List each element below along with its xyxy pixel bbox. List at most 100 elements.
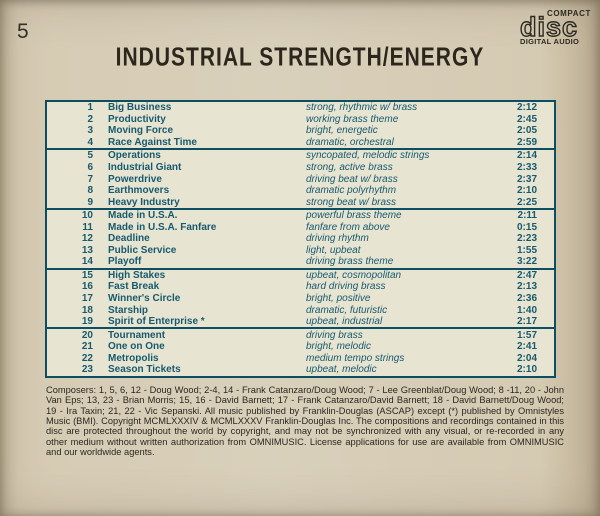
track-table: 1 Big Business strong, rhythmic w/ brass 2:… <box>45 100 556 378</box>
track-number: 15 <box>81 269 93 281</box>
cd-logo-digital-audio-label: DIGITAL AUDIO <box>520 37 580 46</box>
track-number: 5 <box>87 150 93 162</box>
track-time: 2:25 <box>516 196 537 208</box>
track-description: driving brass theme <box>306 256 394 268</box>
track-description: light, upbeat <box>306 244 361 256</box>
track-description: fanfare from above <box>306 221 390 233</box>
track-group: 1 Big Business strong, rhythmic w/ brass 2:… <box>47 102 554 148</box>
track-description: syncopated, melodic strings <box>306 150 430 162</box>
track-title: High Stakes <box>108 269 166 281</box>
compact-disc-logo: COMPACT disc DIGITAL AUDIO <box>519 10 592 47</box>
table-row: 1 Big Business strong, rhythmic w/ brass 2:… <box>47 102 554 114</box>
track-time: 2:17 <box>516 316 537 328</box>
track-time: 1:40 <box>516 304 537 316</box>
track-group: 20 Tournament driving brass 1:57 21 One on On… <box>47 327 554 375</box>
table-row: 16 Fast Break hard driving brass 2:13 <box>47 281 554 293</box>
track-number: 18 <box>81 304 93 316</box>
track-time: 3:22 <box>516 256 537 268</box>
track-time: 2:36 <box>516 293 537 305</box>
track-number: 19 <box>81 316 93 328</box>
track-number: 11 <box>82 221 93 233</box>
table-row: 17 Winner's Circle bright, positive 2:36 <box>47 293 554 305</box>
track-description: driving rhythm <box>306 233 369 245</box>
table-row: 22 Metropolis medium tempo strings 2:04 <box>47 352 554 364</box>
track-title: Deadline <box>108 233 150 245</box>
track-title: Heavy Industry <box>108 196 180 208</box>
composers-copyright-text: Composers: 1, 5, 6, 12 - Doug Wood; 2-4,… <box>46 385 564 458</box>
track-title: Metropolis <box>108 352 159 364</box>
track-time: 2:10 <box>516 185 537 197</box>
table-row: 12 Deadline driving rhythm 2:23 <box>47 233 554 245</box>
track-title: Fast Break <box>108 281 160 293</box>
track-time: 2:45 <box>516 113 537 125</box>
track-title: Productivity <box>108 113 166 125</box>
track-time: 2:59 <box>516 136 537 148</box>
table-row: 2 Productivity working brass theme 2:45 <box>47 114 554 126</box>
track-description: driving brass <box>306 329 363 341</box>
track-group: 10 Made in U.S.A. powerful brass theme 2:11… <box>47 207 554 268</box>
track-description: dramatic, orchestral <box>306 136 394 148</box>
track-number: 23 <box>81 364 93 376</box>
track-time: 2:13 <box>516 281 537 293</box>
track-time: 2:05 <box>516 125 537 137</box>
track-title: Season Tickets <box>108 364 181 376</box>
track-title: Starship <box>108 304 149 316</box>
table-row: 14 Playoff driving brass theme 3:22 <box>47 256 554 268</box>
cd-logo-disc-wordmark: disc <box>519 12 579 42</box>
track-number: 6 <box>87 162 93 173</box>
table-row: 8 Earthmovers dramatic polyrhythm 2:10 <box>47 185 554 197</box>
table-row: 10 Made in U.S.A. powerful brass theme 2:11 <box>47 210 554 222</box>
table-row: 5 Operations syncopated, melodic strings 2:… <box>47 150 554 162</box>
track-title: Made in U.S.A. <box>108 210 178 222</box>
track-time: 1:57 <box>516 329 537 341</box>
track-number: 17 <box>81 293 93 305</box>
track-title: Winner's Circle <box>108 293 181 305</box>
track-description: upbeat, industrial <box>306 316 383 328</box>
track-description: strong, active brass <box>306 162 393 173</box>
track-description: strong beat w/ brass <box>306 196 397 208</box>
track-title: Public Service <box>108 244 177 256</box>
table-row: 15 High Stakes upbeat, cosmopolitan 2:47 <box>47 270 554 282</box>
track-title: Big Business <box>108 102 172 114</box>
track-number: 9 <box>87 196 93 208</box>
page-number: 5 <box>17 20 29 43</box>
track-title: Powerdrive <box>108 173 162 185</box>
track-number: 4 <box>87 136 93 148</box>
table-row: 19 Spirit of Enterprise * upbeat, industri… <box>47 316 554 328</box>
track-description: dramatic, futuristic <box>306 304 388 316</box>
track-description: hard driving brass <box>306 281 386 293</box>
track-title: Spirit of Enterprise * <box>108 316 205 328</box>
track-title: Made in U.S.A. Fanfare <box>108 221 217 233</box>
track-description: powerful brass theme <box>306 210 402 222</box>
track-number: 7 <box>87 173 93 185</box>
table-row: 4 Race Against Time dramatic, orchestral 2:… <box>47 137 554 149</box>
track-time: 2:23 <box>516 233 537 245</box>
track-time: 2:14 <box>516 150 537 162</box>
track-description: driving beat w/ brass <box>306 173 398 185</box>
track-number: 14 <box>81 256 93 268</box>
track-time: 2:10 <box>516 364 537 376</box>
track-description: dramatic polyrhythm <box>306 185 397 197</box>
track-description: bright, energetic <box>306 125 378 137</box>
track-number: 22 <box>81 352 93 364</box>
table-row: 23 Season Tickets upbeat, melodic 2:10 <box>47 364 554 376</box>
track-number: 21 <box>81 341 93 353</box>
table-row: 20 Tournament driving brass 1:57 <box>47 329 554 341</box>
table-row: 3 Moving Force bright, energetic 2:05 <box>47 125 554 137</box>
track-title: Playoff <box>108 256 142 268</box>
table-row: 13 Public Service light, upbeat 1:55 <box>47 245 554 257</box>
table-row: 7 Powerdrive driving beat w/ brass 2:37 <box>47 173 554 185</box>
track-title: Earthmovers <box>108 185 170 197</box>
track-time: 1:55 <box>516 244 537 256</box>
album-title: INDUSTRIAL STRENGTH/ENERGY <box>115 43 485 72</box>
track-description: strong, rhythmic w/ brass <box>306 102 418 114</box>
track-number: 1 <box>87 102 93 114</box>
track-description: bright, positive <box>306 293 371 305</box>
track-time: 2:04 <box>516 352 537 364</box>
track-time: 2:41 <box>516 341 537 353</box>
track-description: working brass theme <box>306 113 399 125</box>
table-row: 18 Starship dramatic, futuristic 1:40 <box>47 304 554 316</box>
track-title: Tournament <box>108 329 166 341</box>
track-group: 5 Operations syncopated, melodic strings 2:… <box>47 148 554 208</box>
track-title: Race Against Time <box>108 136 197 148</box>
